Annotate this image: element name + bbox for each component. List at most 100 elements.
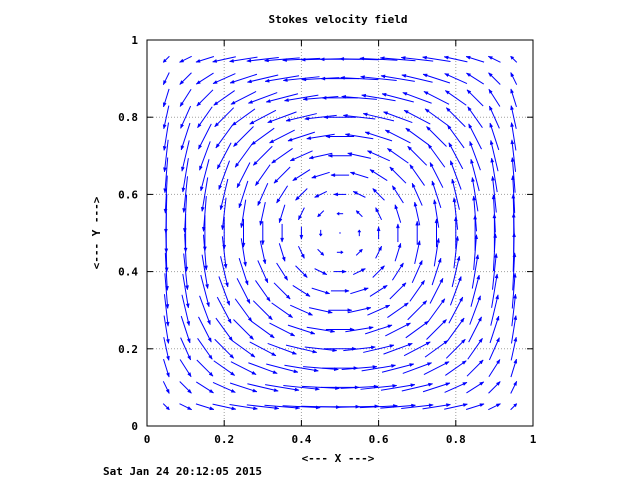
vector-arrow	[444, 403, 468, 410]
vector-arrow	[339, 57, 379, 61]
vector-arrow	[212, 403, 237, 411]
vector-arrow	[452, 197, 459, 230]
vector-arrow	[403, 109, 431, 125]
y-tick-label: 0.2	[118, 343, 138, 356]
vector-arrow	[162, 122, 170, 151]
vector-arrow	[409, 279, 425, 302]
vector-arrow	[212, 56, 236, 63]
vector-arrow	[401, 382, 434, 392]
vector-arrow	[472, 195, 478, 232]
x-tick-label: 0.4	[291, 433, 311, 446]
vector-arrow	[246, 74, 279, 84]
vector-arrow	[387, 302, 409, 318]
vector-arrow	[380, 403, 417, 409]
y-tick-label: 0.6	[118, 188, 138, 201]
vector-arrow	[488, 403, 501, 411]
vector-arrow	[510, 88, 517, 108]
vector-arrow	[203, 215, 207, 252]
vector-arrow	[163, 337, 170, 361]
vector-arrow	[282, 76, 320, 82]
vector-arrow	[341, 94, 377, 100]
vector-arrow	[364, 131, 393, 142]
vector-arrow	[401, 403, 434, 410]
vector-arrow	[383, 342, 413, 355]
vector-arrow	[510, 105, 517, 129]
vector-arrow	[264, 75, 300, 83]
vector-arrow	[303, 366, 339, 372]
vector-arrow	[214, 107, 235, 128]
vector-arrow	[267, 111, 297, 124]
vector-arrow	[222, 216, 227, 250]
y-tick-label: 1	[131, 34, 138, 47]
axis-ticks: 0 0.2 0.4 0.6 0.8 1 0 0.2 0.4 0.6 0.8 1	[118, 34, 537, 446]
vector-arrow	[352, 268, 366, 276]
vector-arrow	[341, 365, 378, 371]
vector-arrow	[314, 268, 328, 276]
vector-arrow	[215, 317, 233, 342]
vector-arrow	[162, 403, 170, 411]
vector-arrow	[201, 196, 207, 232]
vector-arrow	[308, 307, 333, 314]
vector-arrow	[366, 150, 390, 162]
vector-arrow	[196, 89, 214, 107]
vector-arrow	[246, 56, 279, 63]
vector-arrow	[202, 234, 208, 271]
vector-arrow	[162, 88, 170, 108]
vector-arrow	[238, 180, 249, 209]
vector-arrow	[488, 337, 500, 361]
vector-arrow	[433, 237, 440, 267]
vector-arrow	[447, 317, 465, 342]
vector-arrow	[381, 92, 414, 103]
vector-arrow	[240, 199, 247, 229]
vector-arrow	[182, 176, 189, 214]
vector-arrow	[422, 55, 451, 63]
vector-arrow	[252, 145, 273, 166]
vector-arrow	[311, 171, 330, 179]
vector-arrow	[230, 91, 257, 105]
vector-arrow	[511, 272, 517, 309]
vector-arrow	[355, 248, 363, 256]
vector-arrow	[429, 162, 444, 188]
vector-arrow	[163, 157, 169, 194]
vector-arrow	[342, 113, 376, 120]
vector-arrow	[347, 306, 372, 314]
vector-arrow	[163, 315, 170, 344]
vector-arrow	[466, 359, 484, 377]
vector-arrow	[314, 190, 328, 198]
vector-arrow	[381, 363, 415, 373]
vector-arrow	[369, 169, 388, 182]
vector-arrow	[488, 105, 500, 129]
vector-arrow	[400, 56, 434, 62]
y-tick-label: 0	[131, 420, 138, 433]
vector-arrow	[429, 277, 444, 304]
vector-arrow	[257, 260, 269, 284]
vector-arrow	[179, 381, 192, 394]
x-tick-label: 0.6	[369, 433, 389, 446]
vector-arrow	[352, 190, 366, 198]
vector-arrow	[236, 278, 251, 304]
vector-arrow	[451, 255, 461, 288]
vector-arrow	[236, 162, 251, 189]
vector-arrow	[448, 296, 464, 324]
vector-arrow	[489, 122, 500, 151]
vector-arrow	[181, 294, 191, 327]
vector-arrow	[195, 72, 214, 85]
vector-arrow	[304, 346, 338, 353]
vector-arrow	[411, 259, 423, 283]
vector-arrow	[179, 403, 193, 411]
vector-arrow	[510, 403, 518, 411]
vector-arrow	[488, 381, 501, 394]
vector-arrow	[431, 180, 442, 209]
vector-arrow	[278, 243, 286, 262]
vector-arrow	[163, 175, 168, 214]
vector-arrow	[181, 140, 190, 172]
vector-arrow	[195, 403, 215, 411]
vector-arrow	[372, 188, 385, 201]
vector-arrow	[241, 218, 246, 248]
vector-arrow	[199, 295, 211, 326]
vector-arrow	[487, 55, 501, 63]
vector-arrow	[355, 210, 363, 218]
vector-arrow	[471, 176, 479, 212]
vector-arrow	[413, 201, 421, 226]
vector-arrow	[422, 382, 451, 393]
